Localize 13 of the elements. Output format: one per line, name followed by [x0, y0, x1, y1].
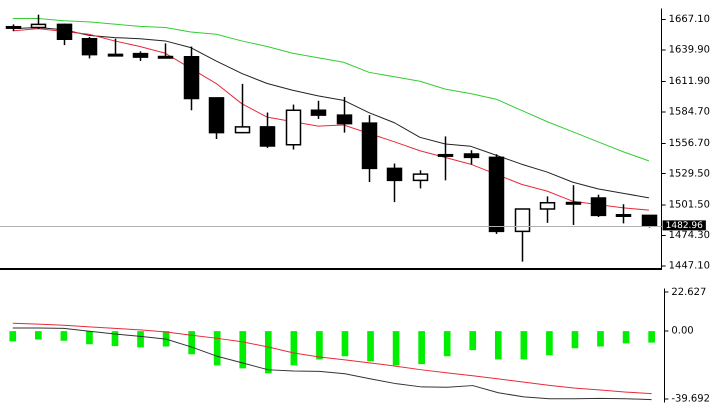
y-tick-label: 1556.70 [668, 138, 710, 149]
ref-line-label: 1482.96 [666, 221, 704, 232]
y-tick-label: 1529.50 [668, 168, 710, 180]
y-tick-label: 1667.10 [668, 14, 710, 26]
y-tick-label: 1611.90 [668, 76, 710, 87]
y-tick-label: 22.627 [671, 286, 706, 298]
y-tick-label: 1474.30 [668, 230, 710, 242]
y-tick-label: 1584.70 [668, 106, 710, 118]
y-tick-label: 0.00 [671, 326, 694, 337]
y-tick-label: -39.692 [671, 394, 710, 404]
y-tick-label: 1501.50 [668, 200, 710, 211]
y-tick-label: 1639.90 [668, 44, 710, 56]
y-tick-label: 1447.10 [668, 260, 710, 272]
